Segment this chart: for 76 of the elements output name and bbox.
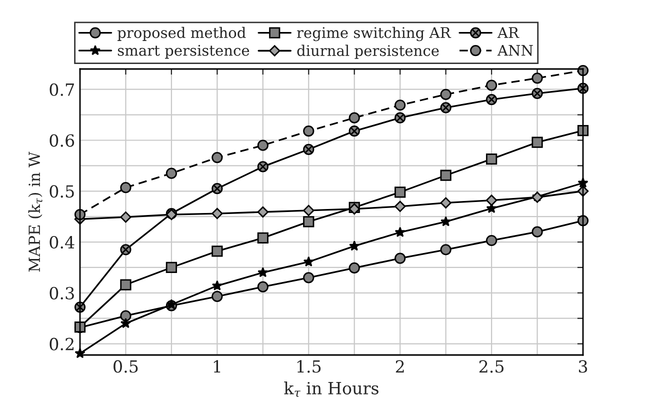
point: [257, 206, 269, 218]
point: [440, 170, 452, 181]
legend-label: proposed method: [118, 26, 246, 41]
y-tick-label: 0.2: [50, 338, 74, 350]
point: [74, 208, 86, 220]
point: [212, 208, 223, 220]
x-tick-label: 2.5: [479, 360, 504, 373]
point: [440, 216, 452, 226]
point: [532, 72, 543, 84]
point: [257, 161, 268, 172]
point: [440, 88, 452, 100]
point: [212, 290, 223, 302]
point: [394, 200, 406, 212]
y-tick-label: 0.6: [50, 134, 74, 147]
point: [212, 183, 223, 194]
point: [394, 112, 406, 124]
legend-label: diurnal persistence: [297, 44, 439, 59]
point: [120, 244, 132, 256]
point: [532, 226, 543, 238]
x-tick-label: 0.5: [114, 360, 138, 373]
legend-label: smart persistence: [118, 44, 250, 59]
point: [394, 226, 406, 237]
point: [440, 197, 452, 208]
y-axis-title: MAPE (k$_{τ}$) in W: [28, 152, 42, 272]
x-tick-label: 1: [214, 360, 220, 373]
point: [348, 262, 360, 274]
point: [486, 80, 498, 91]
point: [440, 244, 452, 256]
legend-label: ANN: [497, 45, 533, 56]
y-tick-label: 0.5: [50, 185, 74, 198]
point: [577, 64, 589, 76]
y-tick-label: 0.3: [50, 286, 74, 300]
point: [486, 154, 498, 165]
point: [303, 272, 314, 284]
point: [166, 168, 178, 179]
point: [348, 112, 360, 124]
point: [394, 186, 406, 198]
point: [212, 152, 223, 164]
x-tick-label: 2: [396, 360, 404, 373]
point: [166, 262, 178, 274]
point: [258, 267, 268, 278]
y-tick-label: 0.7: [50, 83, 74, 96]
legend-label: regime switching AR: [297, 26, 452, 42]
point: [303, 216, 314, 228]
point: [120, 318, 132, 328]
point: [440, 102, 452, 114]
point: [212, 246, 223, 257]
point: [257, 281, 268, 292]
point: [577, 186, 589, 197]
point: [303, 126, 314, 137]
point: [532, 88, 543, 99]
point: [349, 240, 360, 251]
x-axis-title: k$_{τ}$ in Hours: [284, 382, 378, 397]
point: [303, 144, 314, 155]
point: [486, 194, 498, 206]
point: [120, 211, 132, 223]
point: [577, 215, 589, 226]
point: [212, 280, 222, 290]
point: [257, 140, 268, 151]
point: [486, 94, 498, 106]
point: [577, 125, 589, 136]
point: [394, 252, 406, 264]
point: [120, 182, 132, 194]
x-tick-label: 3: [578, 360, 588, 373]
point: [532, 136, 543, 148]
point: [120, 279, 132, 290]
x-tick-label: 1.5: [297, 360, 321, 373]
point: [394, 100, 406, 111]
y-tick-label: 0.4: [50, 236, 74, 249]
point: [120, 310, 132, 322]
point: [303, 204, 314, 216]
legend-label: AR: [497, 27, 520, 38]
point: [486, 234, 498, 246]
point: [348, 126, 360, 137]
point: [257, 232, 268, 244]
point: [303, 256, 314, 266]
